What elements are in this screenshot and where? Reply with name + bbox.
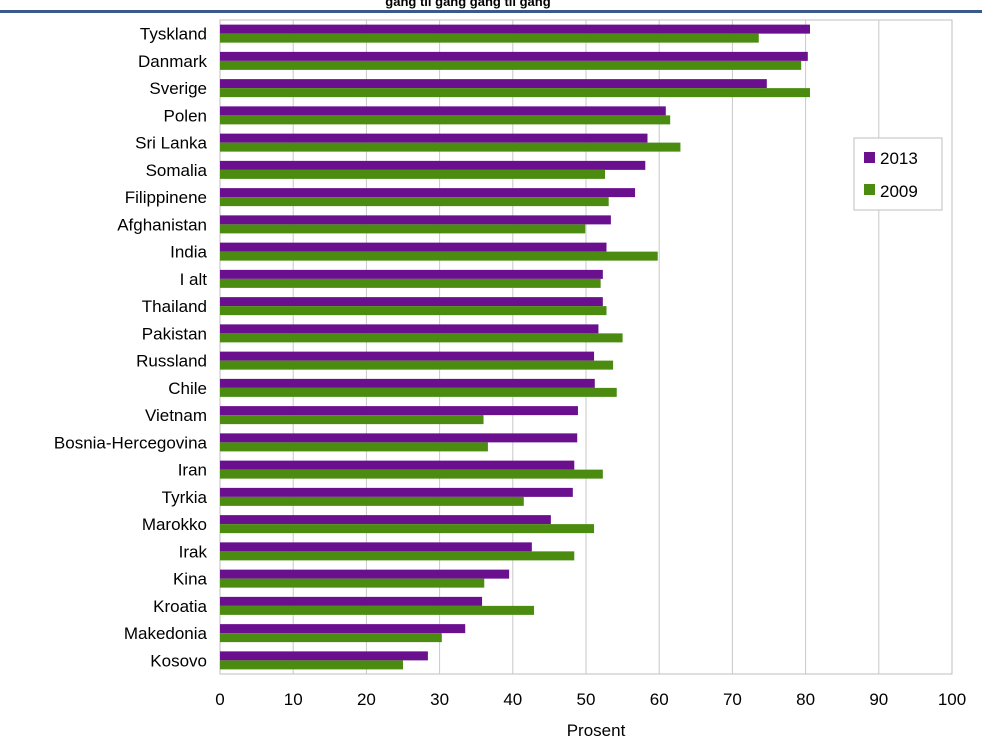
x-tick-label: 20 (357, 690, 376, 709)
bar-2013 (220, 188, 636, 198)
bar-2009 (220, 524, 595, 534)
bar-2013 (220, 406, 578, 416)
category-label: Sverige (149, 79, 207, 98)
legend-label-2009: 2009 (880, 182, 918, 201)
bar-2013 (220, 515, 551, 525)
x-tick-label: 90 (869, 690, 888, 709)
category-label: Danmark (138, 52, 207, 71)
category-label: Kina (173, 570, 208, 589)
bar-2013 (220, 242, 607, 252)
category-label: Afghanistan (117, 215, 207, 234)
bar-2009 (220, 496, 524, 506)
category-label: India (170, 243, 207, 262)
bar-2009 (220, 60, 802, 70)
category-label: Somalia (146, 161, 208, 180)
category-label: Vietnam (145, 406, 207, 425)
bar-2009 (220, 251, 658, 261)
bar-2013 (220, 460, 575, 470)
category-label: Filippinene (125, 188, 207, 207)
bar-2013 (220, 542, 532, 552)
x-tick-label: 50 (577, 690, 596, 709)
bar-2013 (220, 569, 510, 579)
bar-2013 (220, 79, 767, 89)
x-tick-label: 70 (723, 690, 742, 709)
bar-2009 (220, 578, 485, 588)
category-label: Bosnia-Hercegovina (54, 433, 208, 452)
bar-2009 (220, 633, 442, 643)
bar-2009 (220, 33, 759, 43)
bar-2009 (220, 115, 671, 125)
bar-2013 (220, 297, 603, 307)
legend-swatch-2009 (864, 184, 875, 195)
category-label: Polen (164, 106, 207, 125)
bar-2009 (220, 278, 601, 288)
bar-2009 (220, 660, 403, 670)
x-tick-label: 10 (284, 690, 303, 709)
legend-label-2013: 2013 (880, 149, 918, 168)
category-label: I alt (180, 270, 208, 289)
bar-2013 (220, 624, 466, 634)
chart-title-fragment: gang til gang gang til gang (385, 0, 550, 9)
bar-2009 (220, 224, 586, 234)
legend-box (853, 137, 943, 211)
category-label: Thailand (142, 297, 207, 316)
category-label: Tyrkia (162, 488, 208, 507)
bar-2013 (220, 269, 603, 279)
bar-2009 (220, 197, 609, 207)
bar-2013 (220, 433, 578, 443)
bar-2009 (220, 415, 484, 425)
bar-2009 (220, 469, 603, 479)
bar-2013 (220, 651, 428, 661)
x-axis-label: Prosent (567, 721, 626, 740)
bar-2009 (220, 551, 575, 561)
category-label: Kosovo (150, 651, 207, 670)
x-tick-labels: 0 10 20 30 40 50 60 70 80 90 100 (215, 690, 966, 709)
category-label: Marokko (142, 515, 207, 534)
x-tick-label: 0 (215, 690, 224, 709)
grid-lines (292, 20, 880, 674)
bar-2009 (220, 442, 488, 452)
category-label: Iran (178, 461, 207, 480)
category-label: Russland (136, 352, 207, 371)
bar-2009 (220, 333, 623, 343)
bar-2013 (220, 51, 808, 61)
bar-2009 (220, 88, 810, 98)
category-label: Pakistan (142, 324, 207, 343)
bar-2013 (220, 378, 595, 388)
x-tick-label: 100 (938, 690, 966, 709)
bar-2009 (220, 360, 614, 370)
category-labels: Tyskland Danmark Sverige Polen Sri Lanka Soma… (54, 25, 208, 671)
x-tick-label: 80 (796, 690, 815, 709)
bar-2013 (220, 487, 573, 497)
category-label: Chile (168, 379, 207, 398)
category-label: Tyskland (140, 25, 207, 44)
bar-2013 (220, 596, 483, 606)
bar-2009 (220, 142, 681, 152)
top-rule (0, 10, 982, 13)
bar-2013 (220, 24, 810, 34)
bar-2009 (220, 306, 607, 316)
x-tick-label: 40 (503, 690, 522, 709)
bar-2009 (220, 387, 617, 397)
category-label: Irak (179, 542, 208, 561)
bar-2009 (220, 169, 606, 179)
bar-2009 (220, 605, 535, 615)
bars (220, 24, 810, 670)
category-label: Kroatia (153, 597, 207, 616)
category-label: Makedonia (124, 624, 208, 643)
x-tick-label: 60 (650, 690, 669, 709)
bar-2013 (220, 324, 599, 334)
bar-2013 (220, 351, 595, 361)
legend: 2013 2009 (853, 137, 943, 211)
bar-2013 (220, 106, 666, 116)
bar-2013 (220, 160, 646, 170)
legend-swatch-2013 (864, 152, 875, 163)
x-tick-label: 30 (430, 690, 449, 709)
bar-2013 (220, 133, 648, 143)
bar-2013 (220, 215, 611, 225)
category-label: Sri Lanka (135, 134, 207, 153)
